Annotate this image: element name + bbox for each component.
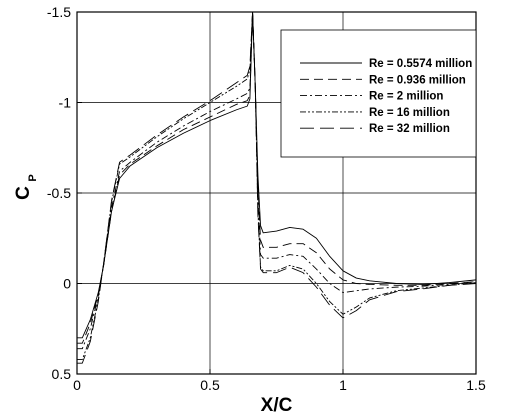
- y-tick-label: 0: [63, 276, 71, 292]
- y-tick-label: -1.5: [47, 4, 71, 20]
- legend: Re = 0.5574 million Re = 0.936 million Re …: [281, 30, 476, 157]
- y-axis-label: C P: [13, 174, 39, 200]
- legend-label: Re = 0.936 million: [369, 74, 466, 86]
- x-axis-label: X/C: [261, 395, 293, 416]
- y-tick-label: -1: [59, 95, 72, 111]
- legend-label: Re = 16 million: [369, 107, 450, 119]
- y-tick-label: -0.5: [47, 185, 71, 201]
- y-tick-label: 0.5: [52, 366, 72, 382]
- legend-label: Re = 32 million: [369, 123, 450, 135]
- x-tick-label: 0: [73, 377, 81, 393]
- legend-label: Re = 2 million: [369, 91, 443, 103]
- y-axis-label-main: C: [13, 186, 34, 200]
- legend-label: Re = 0.5574 million: [369, 58, 472, 70]
- x-tick-label: 0.5: [200, 377, 220, 393]
- x-tick-label: 1.5: [466, 377, 486, 393]
- x-tick-label: 1: [339, 377, 347, 393]
- y-axis-label-subscript: P: [27, 174, 39, 181]
